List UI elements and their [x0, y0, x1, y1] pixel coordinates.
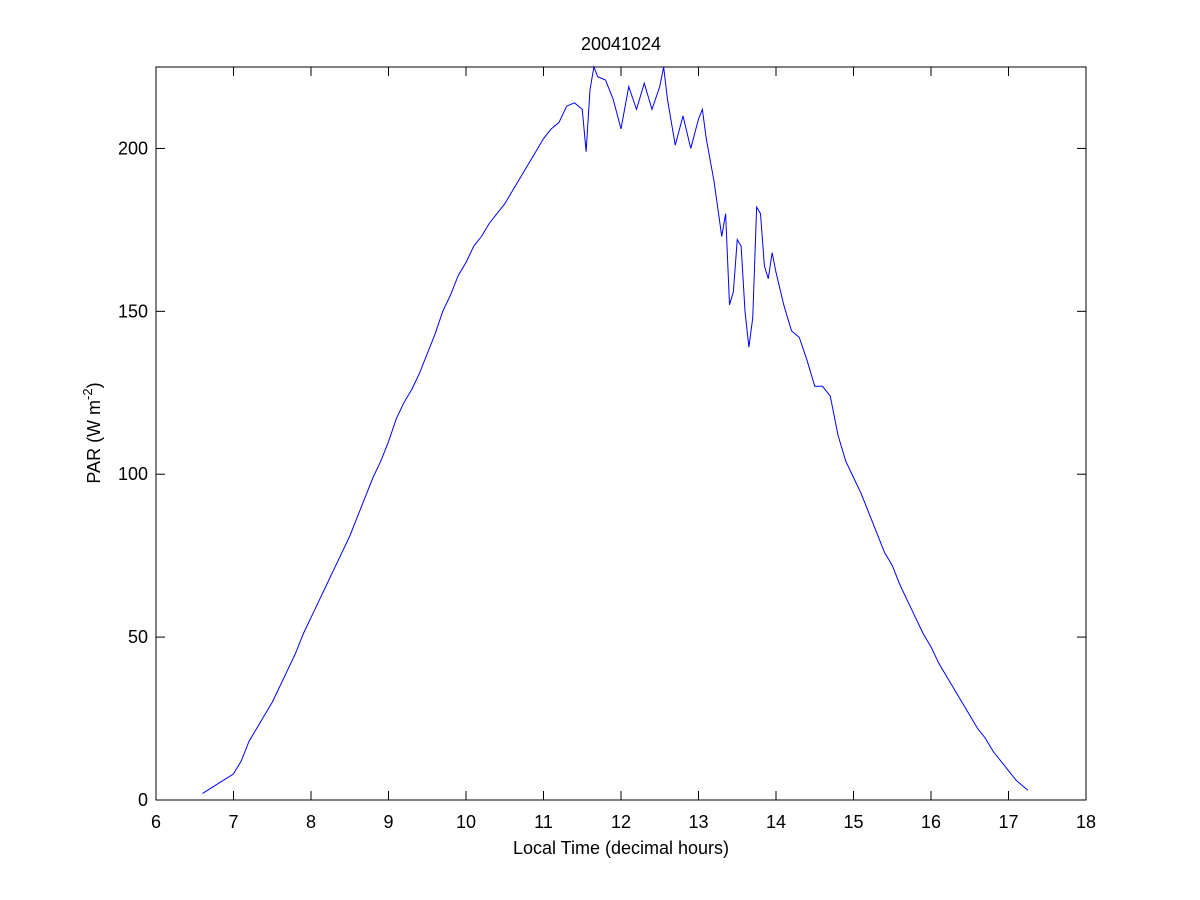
- x-tick-label: 8: [306, 812, 316, 832]
- y-axis-label: PAR (W m-2): [80, 382, 104, 483]
- x-tick-label: 15: [843, 812, 863, 832]
- y-tick-label: 50: [128, 627, 148, 647]
- chart-title: 20041024: [581, 34, 661, 54]
- x-tick-label: 12: [611, 812, 631, 832]
- y-tick-label: 100: [118, 464, 148, 484]
- y-label-suffix: ): [84, 382, 104, 388]
- y-tick-label: 200: [118, 138, 148, 158]
- x-tick-label: 13: [688, 812, 708, 832]
- x-tick-label: 11: [534, 812, 553, 832]
- x-tick-label: 18: [1076, 812, 1096, 832]
- y-label-text: PAR (W m: [84, 400, 104, 484]
- y-label-sup: -2: [80, 388, 95, 400]
- x-tick-label: 9: [383, 812, 393, 832]
- plot-box: [155, 66, 1087, 801]
- x-tick-label: 14: [766, 812, 786, 832]
- x-axis-label: Local Time (decimal hours): [513, 838, 729, 858]
- x-tick-label: 7: [228, 812, 238, 832]
- x-tick-label: 17: [998, 812, 1018, 832]
- y-tick-label: 150: [118, 301, 148, 321]
- data-line: [202, 65, 1029, 794]
- x-tick-label: 10: [456, 812, 476, 832]
- x-tick-label: 16: [921, 812, 941, 832]
- x-tick-label: 6: [151, 812, 161, 832]
- y-tick-label: 0: [138, 790, 148, 810]
